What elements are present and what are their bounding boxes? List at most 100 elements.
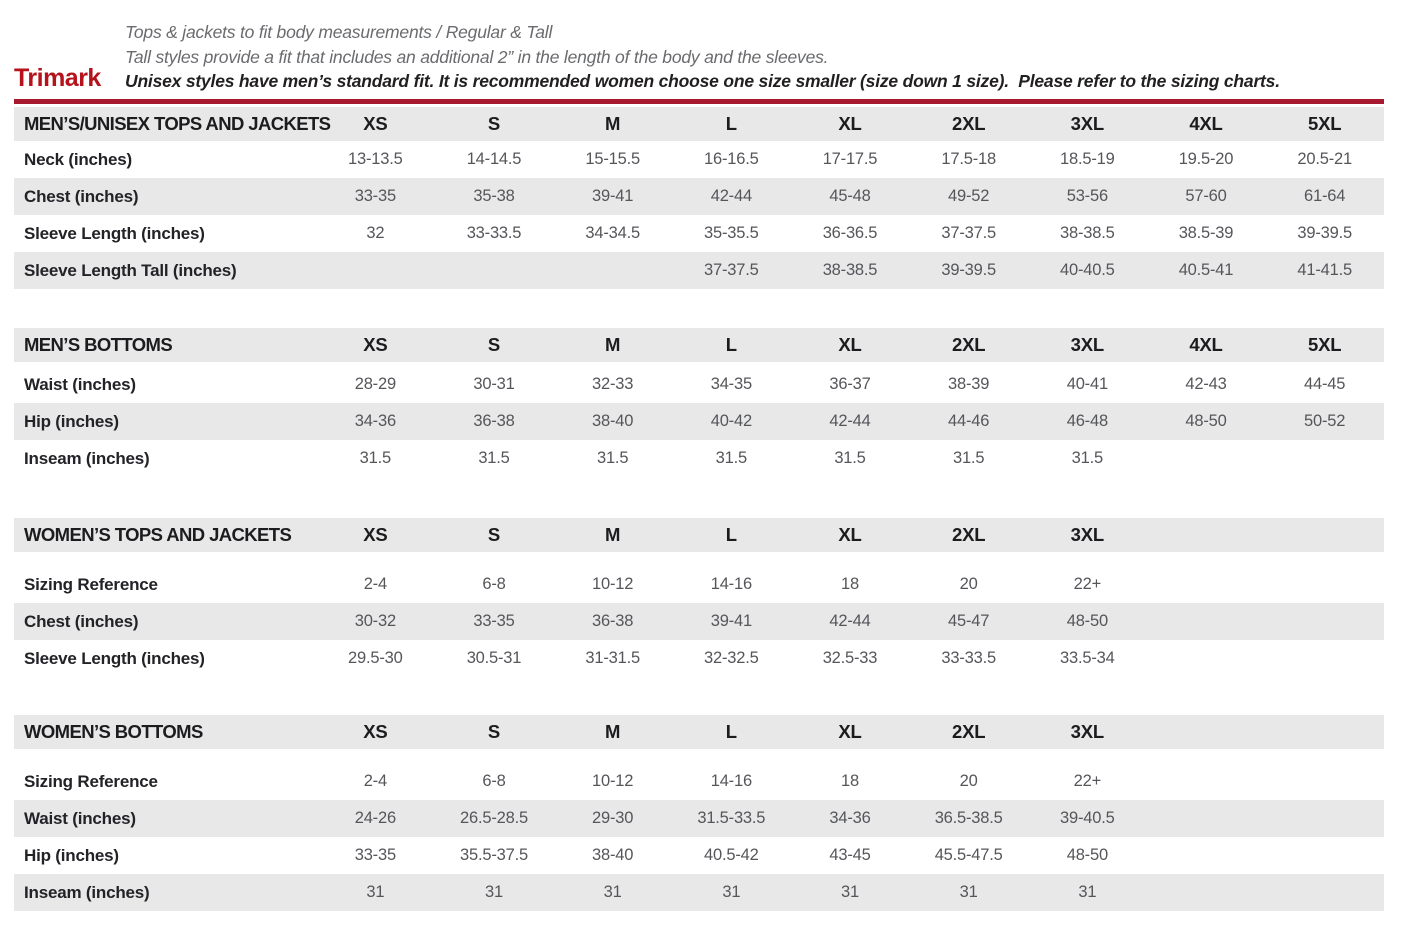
value-cell: 31.5-33.5 — [697, 809, 766, 827]
value-cell: 31.5 — [1071, 449, 1104, 467]
table-title-cell: MEN’S BOTTOMS — [24, 334, 173, 355]
value-cell: 31.5 — [834, 449, 866, 467]
value-cell: 14-16 — [710, 772, 752, 790]
value-cell: 31 — [603, 883, 622, 901]
table-row: Waist (inches) 24-26 26.5-28.5 29-30 31.5-33… — [14, 800, 1384, 837]
value-cell: 31.5 — [478, 449, 510, 467]
value-cell: 40.5-41 — [1178, 261, 1234, 279]
value-cell: 40-40.5 — [1060, 261, 1115, 279]
size-column-header: 2XL — [951, 524, 986, 545]
table-header-row: MEN’S/UNISEX TOPS AND JACKETS XS S M L XL 2XL 3… — [14, 107, 1384, 141]
value-cell: 34-35 — [710, 375, 752, 393]
value-cell: 31 — [959, 883, 978, 901]
value-cell: 36-38 — [592, 612, 634, 630]
size-column-header: XS — [363, 113, 388, 134]
value-cell: 33-33.5 — [466, 224, 522, 242]
value-cell: 28-29 — [354, 375, 396, 393]
value-cell: 34-36 — [829, 809, 871, 827]
size-column-header: L — [725, 334, 737, 355]
table-row: Sleeve Length Tall (inches) 37-37.5 38-38.… — [14, 252, 1384, 289]
value-cell: 31.5 — [952, 449, 985, 467]
intro-line-unisex-note: Unisex styles have men’s standard fit. I… — [125, 71, 1280, 91]
value-cell: 32-33 — [592, 375, 634, 393]
value-cell: 29.5-30 — [348, 649, 403, 667]
value-cell: 48-50 — [1066, 612, 1108, 630]
row-label: Sleeve Length (inches) — [24, 223, 205, 243]
value-cell: 38-38.5 — [1060, 224, 1115, 242]
value-cell: 16-16.5 — [704, 150, 759, 168]
table-row: Sleeve Length (inches) 29.5-30 30.5-31 31-3… — [14, 640, 1384, 677]
value-cell: 33-35 — [473, 612, 515, 630]
size-column-header: XS — [363, 721, 388, 742]
value-cell: 22+ — [1073, 772, 1102, 790]
size-column-header: XL — [838, 721, 862, 742]
intro-line-fit-note: Tops & jackets to fit body measurements … — [125, 22, 553, 42]
value-cell: 44-46 — [948, 412, 990, 430]
table-title-cell: WOMEN’S TOPS AND JACKETS — [24, 524, 292, 545]
value-cell: 36.5-38.5 — [934, 809, 1003, 827]
intro-line-tall-note: Tall styles provide a fit that includes … — [125, 46, 829, 67]
value-cell: 45-48 — [829, 187, 871, 205]
size-column-header: 3XL — [1070, 113, 1105, 134]
table-header-row: WOMEN’S TOPS AND JACKETS XS S M L XL 2XL 3XL — [14, 518, 1384, 552]
row-label: Sizing Reference — [24, 574, 158, 594]
value-cell: 40-42 — [710, 412, 752, 430]
value-cell: 33-35 — [354, 187, 396, 205]
value-cell: 32 — [366, 224, 385, 242]
table-title-cell: WOMEN’S BOTTOMS — [24, 721, 203, 742]
size-column-header: XL — [838, 334, 862, 355]
row-label: Waist (inches) — [24, 374, 136, 394]
value-cell: 32-32.5 — [704, 649, 759, 667]
value-cell: 31 — [1078, 883, 1097, 901]
table-row: Sleeve Length (inches) 32 33-33.5 34-34.5 35… — [14, 215, 1384, 252]
value-cell: 13-13.5 — [348, 150, 403, 168]
value-cell: 33.5-34 — [1060, 649, 1115, 667]
size-column-header: S — [487, 334, 501, 355]
size-table: WOMEN’S TOPS AND JACKETS XS S M L XL 2XL 3XL Siz… — [14, 518, 1384, 677]
value-cell: 45.5-47.5 — [934, 846, 1003, 864]
value-cell: 48-50 — [1185, 412, 1227, 430]
table-header-row: MEN’S BOTTOMS XS S M L XL 2XL 3XL 4XL 5XL — [14, 328, 1384, 362]
value-cell: 22+ — [1073, 575, 1102, 593]
value-cell: 42-44 — [710, 187, 752, 205]
table-header-row: WOMEN’S BOTTOMS XS S M L XL 2XL 3XL — [14, 715, 1384, 749]
value-cell: 61-64 — [1304, 187, 1346, 205]
value-cell: 38-39 — [948, 375, 990, 393]
value-cell: 35-38 — [473, 187, 515, 205]
value-cell: 41-41.5 — [1297, 261, 1352, 279]
table-row: Inseam (inches) 31 31 31 31 31 31 31 — [14, 874, 1384, 911]
value-cell: 39-39.5 — [1297, 224, 1352, 242]
value-cell: 31 — [841, 883, 859, 901]
size-column-header: L — [725, 524, 737, 545]
size-column-header: L — [725, 113, 737, 134]
value-cell: 10-12 — [592, 575, 634, 593]
row-label: Chest (inches) — [24, 186, 139, 206]
value-cell: 36-36.5 — [822, 224, 878, 242]
size-column-header: 2XL — [951, 334, 986, 355]
value-cell: 39-41 — [710, 612, 752, 630]
value-cell: 40-41 — [1066, 375, 1108, 393]
size-column-header: S — [487, 113, 501, 134]
value-cell: 34-36 — [354, 412, 396, 430]
size-column-header: M — [605, 524, 621, 545]
value-cell: 32.5-33 — [822, 649, 878, 667]
value-cell: 31 — [366, 883, 385, 901]
value-cell: 26.5-28.5 — [460, 809, 528, 827]
row-label: Inseam (inches) — [24, 448, 150, 468]
value-cell: 36-37 — [829, 375, 871, 393]
value-cell: 30.5-31 — [466, 649, 522, 667]
value-cell: 33-35 — [354, 846, 396, 864]
table-row: Chest (inches) 33-35 35-38 39-41 42-44 45-48 4… — [14, 178, 1384, 215]
value-cell: 49-52 — [948, 187, 990, 205]
size-column-header: S — [487, 524, 501, 545]
size-column-header: XL — [838, 524, 862, 545]
value-cell: 50-52 — [1304, 412, 1346, 430]
brand-logo: Trimark — [14, 64, 101, 92]
value-cell: 18 — [841, 772, 859, 790]
value-cell: 31-31.5 — [585, 649, 640, 667]
row-label: Neck (inches) — [24, 149, 132, 169]
value-cell: 42-44 — [829, 612, 871, 630]
table-spacer — [14, 552, 1384, 566]
size-column-header: 4XL — [1189, 113, 1223, 134]
size-column-header: M — [605, 721, 621, 742]
